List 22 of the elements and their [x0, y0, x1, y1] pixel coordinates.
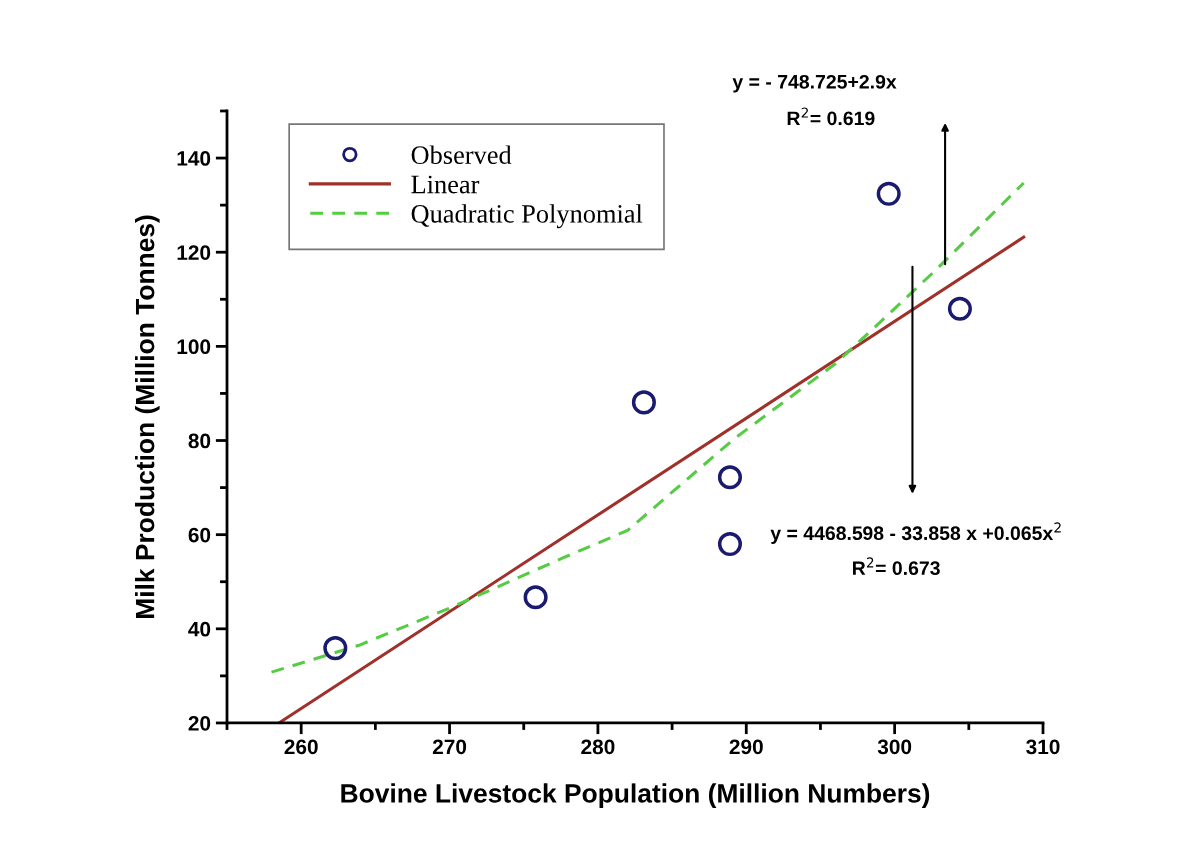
text: y = - 748.725+2.9x — [732, 74, 897, 93]
legend-label: Observed — [411, 145, 512, 165]
x-tick-label: 300 — [877, 739, 912, 755]
x-tick-label: 260 — [284, 739, 318, 755]
x-tick-label: 280 — [581, 739, 615, 755]
x-axis-title: Bovine Livestock Population (Million Numbers) — [341, 783, 930, 808]
y-tick-label: 20 — [188, 715, 211, 731]
annotation: y = 4468.598 - 33.858 x +0.065x$^{2}$ — [770, 522, 1061, 544]
annotation: R$^{2}$= 0.619 — [787, 107, 875, 126]
legend-label: Linear — [411, 175, 480, 194]
y-tick-label: 100 — [177, 339, 211, 355]
x-tick-label: 290 — [729, 739, 763, 755]
x-tick-label: 270 — [432, 739, 467, 755]
annotation: R$^{2}$= 0.673 — [852, 557, 940, 576]
y-tick-label: 140 — [177, 151, 211, 166]
legend-label: Quadratic Polynomial — [411, 204, 643, 229]
y-tick-label: 40 — [188, 621, 211, 637]
y-tick-label: 120 — [177, 245, 211, 260]
y-axis-title: Milk Production (Million Tonnes) — [135, 215, 160, 618]
y-tick-label: 60 — [188, 527, 211, 543]
x-tick-label: 310 — [1026, 739, 1060, 755]
y-tick-label: 80 — [188, 433, 211, 449]
